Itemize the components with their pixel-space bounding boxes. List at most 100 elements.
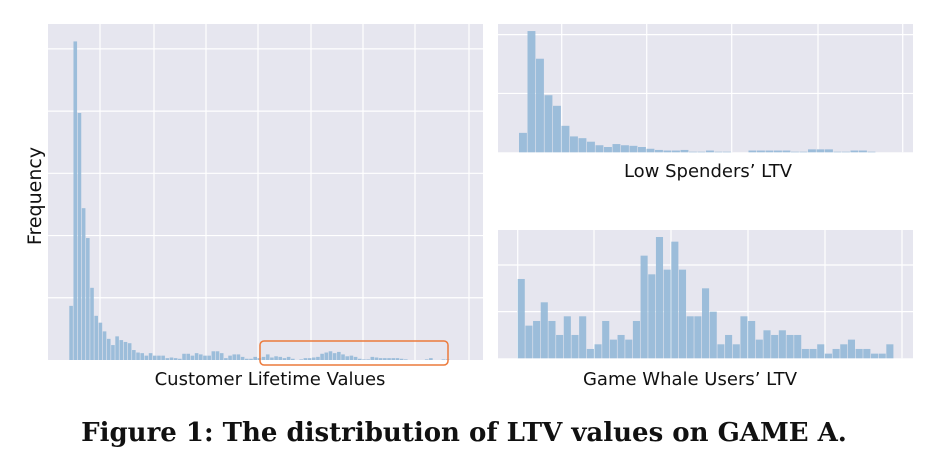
low-spenders-histogram-bar xyxy=(689,151,697,153)
whale-histogram-bar xyxy=(625,339,633,359)
main-histogram-bar xyxy=(253,356,257,360)
main-x-axis-label: Customer Lifetime Values xyxy=(154,369,386,390)
whale-histogram-bar xyxy=(817,344,825,359)
low-spenders-histogram-bar xyxy=(680,149,689,153)
main-histogram-bar xyxy=(429,358,433,360)
low-spenders-histogram-bar xyxy=(578,138,587,153)
main-histogram-bar xyxy=(207,355,211,360)
whale-histogram-bar xyxy=(533,320,541,359)
whale-histogram-bar xyxy=(648,274,656,359)
low-spenders-histogram-bar xyxy=(833,151,842,153)
main-histogram-bar xyxy=(161,355,165,360)
main-histogram-bar xyxy=(106,338,111,360)
low-spenders-histogram-bar xyxy=(816,149,825,153)
whale-histogram-bar xyxy=(517,278,525,359)
low-spenders-histogram-bar xyxy=(544,95,553,153)
whale-histogram-bar xyxy=(847,339,856,359)
main-histogram-bar xyxy=(115,336,119,360)
low-spenders-histogram-bar xyxy=(774,150,782,153)
whale-histogram-bar xyxy=(702,288,710,359)
main-plot-area xyxy=(48,24,483,360)
main-histogram-bar xyxy=(353,356,358,360)
whale-histogram-bar xyxy=(855,348,863,359)
whale-histogram-bar xyxy=(594,344,602,359)
whale-histogram-bar xyxy=(748,320,756,359)
main-histogram-bar xyxy=(261,356,266,360)
main-histogram-bar xyxy=(94,315,98,360)
main-histogram-bar xyxy=(311,357,316,360)
whale-histogram-bar xyxy=(548,320,556,359)
main-histogram-bar xyxy=(391,358,396,360)
whale-histogram-bar xyxy=(740,316,748,359)
whale-histogram-bar xyxy=(602,320,610,359)
main-histogram-bar xyxy=(441,359,446,360)
main-histogram-bar xyxy=(324,352,329,360)
main-histogram-bar xyxy=(299,359,303,360)
main-histogram-bar xyxy=(387,358,391,360)
low-spenders-histogram-bar xyxy=(604,147,612,153)
main-histogram-bar xyxy=(278,356,283,360)
main-histogram-bar xyxy=(228,355,232,360)
whale-histogram-bar xyxy=(655,236,664,359)
whale-histogram-bar xyxy=(794,334,802,359)
main-histogram-bar xyxy=(332,353,337,360)
main-histogram-bar xyxy=(395,358,400,360)
main-histogram-bar xyxy=(316,356,320,360)
main-histogram-bar xyxy=(349,355,354,360)
whale-histogram-bar xyxy=(732,344,740,359)
main-histogram-bar xyxy=(366,359,370,360)
whale-histogram-bar xyxy=(824,353,832,359)
low-spenders-histogram-bar xyxy=(765,150,774,153)
main-histogram-bar xyxy=(111,345,115,360)
whale-histogram-bar xyxy=(717,344,725,359)
whale-histogram-bar xyxy=(671,241,679,359)
main-histogram-bar xyxy=(98,322,103,360)
whale-histogram-bar xyxy=(556,334,564,359)
main-histogram-bar xyxy=(328,351,333,360)
low-spenders-histogram-bar xyxy=(561,125,570,153)
low-spenders-histogram-bar xyxy=(757,150,765,153)
main-histogram-bar xyxy=(186,353,191,360)
main-histogram-bar xyxy=(232,354,237,360)
low-spenders-histogram-bar xyxy=(655,149,663,153)
main-histogram-bar xyxy=(119,340,124,360)
whale-histogram-bar xyxy=(786,334,794,359)
main-histogram-bar xyxy=(291,358,295,360)
main-histogram-bar xyxy=(127,343,132,360)
main-histogram-bar xyxy=(357,358,362,360)
low-spenders-histogram-bar xyxy=(629,145,638,153)
low-spenders-histogram-bar xyxy=(638,147,646,153)
main-histogram-bar xyxy=(198,354,203,360)
main-histogram-bar xyxy=(307,358,312,360)
main-histogram-bar xyxy=(152,355,157,360)
main-histogram-bar xyxy=(123,341,128,360)
main-histogram-bar xyxy=(132,350,136,360)
whale-histogram-bar xyxy=(709,311,717,359)
main-histogram-bar xyxy=(224,358,228,360)
low-spenders-histogram-bar xyxy=(850,150,859,153)
whale-histogram-bar xyxy=(755,339,763,359)
main-histogram-bar xyxy=(178,358,182,360)
whale-tail-highlight-box xyxy=(259,340,449,366)
whale-histogram-bar xyxy=(840,344,848,359)
main-histogram-bar xyxy=(73,41,78,361)
low-spenders-histogram-bar xyxy=(782,150,791,153)
whale-histogram-bar xyxy=(579,316,587,359)
low-spenders-histogram-bar xyxy=(859,150,867,153)
whale-histogram-bar xyxy=(725,334,733,359)
low-spenders-histogram-bar xyxy=(672,150,680,153)
whale-histogram-bar xyxy=(586,348,594,359)
whale-histogram-bar xyxy=(540,302,548,359)
main-histogram-bar xyxy=(270,357,274,360)
main-histogram-bar xyxy=(399,358,404,360)
main-histogram-bar xyxy=(157,355,161,360)
main-histogram-bar xyxy=(215,351,220,360)
whale-histogram-bar xyxy=(678,269,687,359)
whale-histogram-bar xyxy=(771,334,779,359)
whale-histogram-bar xyxy=(878,353,886,359)
low-spenders-histogram-bar xyxy=(536,58,544,153)
whale-histogram-bar xyxy=(640,255,648,359)
figure-caption: Figure 1: The distribution of LTV values… xyxy=(81,418,847,448)
low-spenders-histogram-bar xyxy=(867,151,876,153)
